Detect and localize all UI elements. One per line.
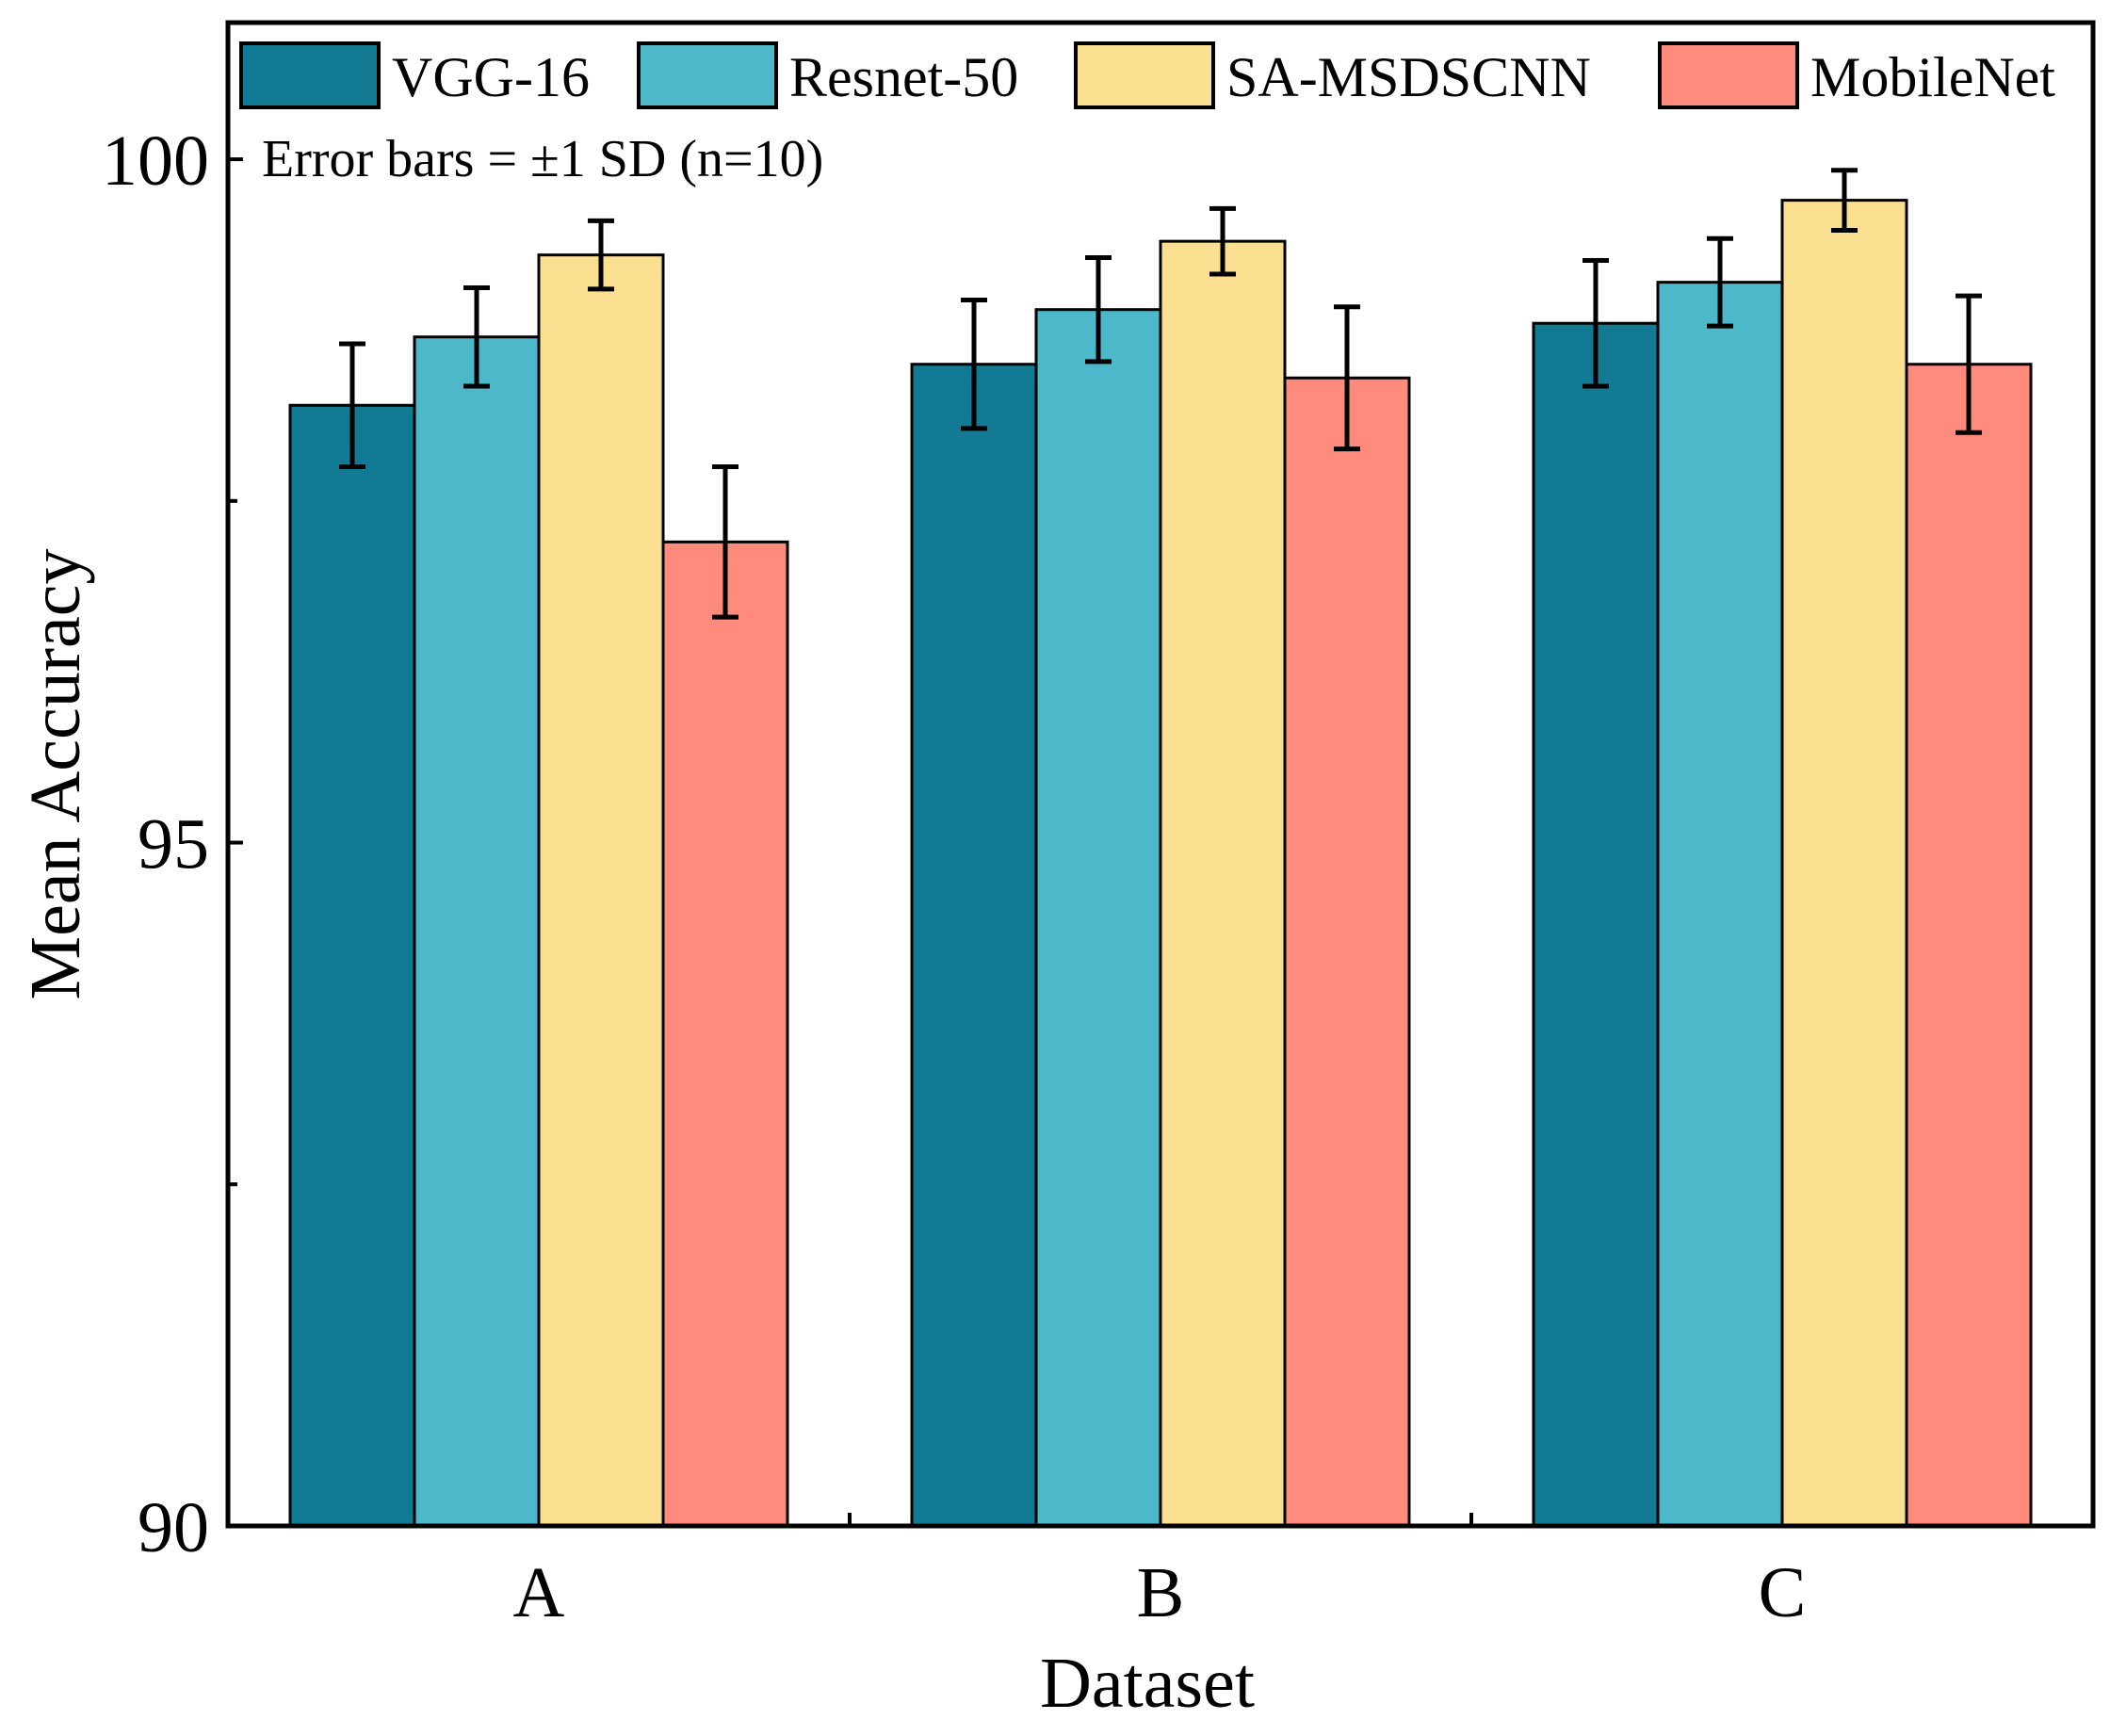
error-bars-layer xyxy=(339,168,1982,620)
legend-item-resnet-50: Resnet-50 xyxy=(637,41,1018,109)
y-axis-label: Mean Accuracy xyxy=(16,549,95,1000)
error-bar-sa-msdscnn-a xyxy=(588,218,614,292)
legend-label: Resnet-50 xyxy=(789,46,1018,108)
bar-vgg-16-a xyxy=(288,403,416,1528)
bar-sa-msdscnn-c xyxy=(1780,199,1908,1528)
legend-item-vgg-16: VGG-16 xyxy=(239,41,590,109)
bar-vgg-16-b xyxy=(910,363,1038,1528)
legend-item-mobilenet: MobileNet xyxy=(1658,41,2055,109)
legend-swatch xyxy=(239,41,381,109)
axes-layer xyxy=(225,20,2096,1529)
ticks-layer: A B C 90 95 100 xyxy=(102,122,1806,1632)
y-tick-label: 100 xyxy=(102,122,209,201)
bar-vgg-16-c xyxy=(1532,321,1660,1528)
error-bar-mobilenet-c xyxy=(1956,293,1982,435)
error-bar-mobilenet-b xyxy=(1334,304,1360,452)
error-bar-vgg-16-c xyxy=(1582,257,1609,389)
error-bar-vgg-16-b xyxy=(961,298,987,431)
error-bar-note: Error bars = ±1 SD (n=10) xyxy=(262,130,823,188)
bars-layer xyxy=(288,199,2033,1528)
bar-resnet-50-b xyxy=(1034,308,1162,1528)
error-bar-resnet-50-a xyxy=(463,284,490,389)
error-bar-vgg-16-a xyxy=(339,341,365,470)
legend-label: SA-MSDSCNN xyxy=(1226,46,1591,108)
legend-label: VGG-16 xyxy=(392,46,590,108)
bar-sa-msdscnn-a xyxy=(537,253,665,1528)
legend-label: MobileNet xyxy=(1810,46,2055,108)
bar-mobilenet-c xyxy=(1905,363,2033,1528)
legend-swatch xyxy=(637,41,778,109)
error-bar-resnet-50-c xyxy=(1707,235,1733,329)
x-tick-label: B xyxy=(1137,1553,1185,1632)
error-bar-resnet-50-b xyxy=(1085,255,1112,365)
legend-swatch xyxy=(1658,41,1799,109)
legend: VGG-16 Resnet-50 SA-MSDSCNN MobileNet xyxy=(239,41,2055,109)
y-tick-label: 95 xyxy=(138,805,209,884)
bar-resnet-50-c xyxy=(1656,281,1784,1528)
bar-resnet-50-a xyxy=(413,335,541,1528)
plot-frame xyxy=(225,20,2096,1529)
x-tick-label: C xyxy=(1759,1553,1807,1632)
x-axis-label: Dataset xyxy=(1040,1644,1255,1723)
bar-mobilenet-a xyxy=(661,540,789,1528)
legend-item-sa-msdscnn: SA-MSDSCNN xyxy=(1074,41,1591,109)
error-bar-sa-msdscnn-c xyxy=(1831,168,1858,234)
legend-swatch xyxy=(1074,41,1215,109)
bar-sa-msdscnn-b xyxy=(1159,239,1287,1528)
y-tick-label: 90 xyxy=(138,1488,209,1567)
bar-mobilenet-b xyxy=(1283,376,1411,1528)
error-bar-sa-msdscnn-b xyxy=(1209,205,1236,277)
x-tick-label: A xyxy=(513,1553,565,1632)
error-bar-mobilenet-a xyxy=(712,464,738,620)
